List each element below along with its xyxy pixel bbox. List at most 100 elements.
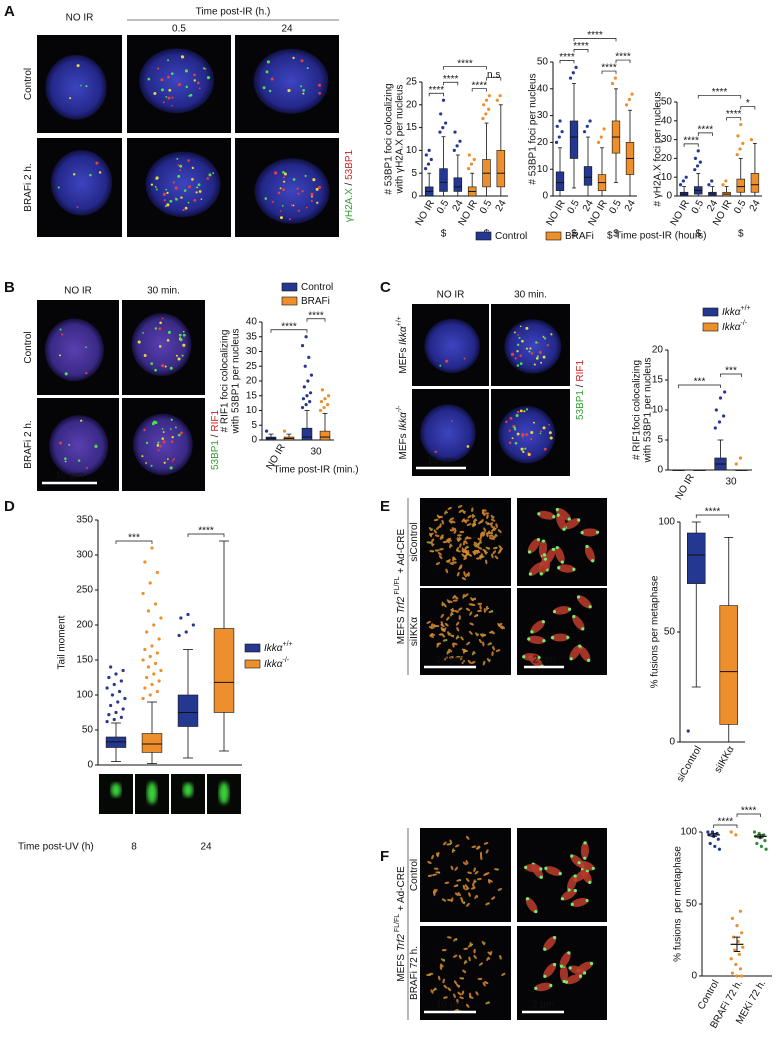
- chromosome: [566, 874, 578, 892]
- focus: [176, 354, 179, 357]
- chromosome: [466, 641, 471, 646]
- focus: [264, 197, 268, 200]
- focus: [528, 350, 531, 353]
- significance-bracket: [270, 329, 308, 333]
- focus: [179, 169, 182, 171]
- focus: [98, 171, 102, 174]
- significance-bracket: [115, 540, 153, 544]
- chromosome: [474, 870, 479, 875]
- telomere: [489, 659, 491, 661]
- focus: [59, 328, 62, 331]
- focus: [283, 180, 286, 183]
- micrograph: [491, 304, 570, 386]
- telomere: [484, 942, 486, 944]
- outlier: [487, 107, 491, 111]
- focus: [166, 339, 170, 342]
- micrograph: [517, 828, 607, 922]
- significance-bracket: [726, 117, 742, 121]
- outlier: [696, 149, 700, 153]
- chromosome: [573, 868, 589, 882]
- point: [757, 831, 761, 836]
- focus: [439, 364, 442, 367]
- box: [301, 427, 313, 441]
- focus: [514, 441, 518, 445]
- telomere: [458, 636, 460, 639]
- chromosome: [458, 615, 461, 620]
- micrograph: [37, 138, 122, 237]
- column-header: 30 min.: [147, 286, 180, 297]
- focus: [80, 84, 82, 87]
- focus: [169, 428, 172, 430]
- label-part: Control: [495, 231, 527, 242]
- y-tick-label: 0: [251, 435, 257, 446]
- chromosome: [487, 951, 492, 955]
- telomere: [465, 961, 468, 963]
- chromosome: [452, 642, 458, 646]
- point: [734, 833, 738, 837]
- telomere: [583, 856, 587, 860]
- chromosome: [472, 883, 475, 888]
- chromosome: [544, 866, 562, 876]
- significance-bracket: [471, 88, 487, 92]
- chromosome: [458, 954, 462, 960]
- point: [735, 974, 739, 978]
- outlier: [109, 665, 113, 669]
- chromosome: [499, 625, 504, 630]
- y-tick-label: 200: [76, 620, 93, 631]
- focus: [312, 178, 316, 182]
- outlier: [143, 647, 147, 652]
- x-tick-label: NO IR: [669, 198, 692, 228]
- focus: [179, 164, 183, 168]
- telomere: [452, 613, 454, 615]
- focus: [196, 186, 198, 189]
- chromosome: [454, 595, 459, 600]
- y-tick-label: 10: [652, 405, 664, 416]
- telomere: [541, 539, 546, 543]
- significance-label: ****: [457, 58, 473, 69]
- telomere: [537, 512, 541, 516]
- telomere: [474, 652, 476, 654]
- point: [731, 935, 736, 939]
- chromosome: [438, 555, 443, 560]
- telomere: [446, 511, 448, 514]
- chromosome: [498, 545, 503, 550]
- chromosome: [437, 975, 441, 981]
- telomere: [496, 547, 498, 549]
- focus: [174, 186, 178, 190]
- y-tick-label: 30: [246, 346, 258, 357]
- label-part: BRAFi 72 h.: [409, 946, 420, 1000]
- comet: [219, 782, 229, 804]
- chromosome: [448, 519, 453, 524]
- chromosome: [482, 982, 486, 987]
- telomere: [493, 516, 495, 518]
- significance-bracket: [573, 49, 589, 53]
- focus: [181, 354, 184, 357]
- significance-bracket: [559, 60, 575, 64]
- focus: [292, 204, 295, 207]
- x-axis-title: Time post-IR (min.): [273, 465, 358, 476]
- telomere: [589, 961, 594, 966]
- focus: [542, 426, 546, 430]
- significance-label: ****: [443, 74, 459, 85]
- focus: [434, 450, 437, 454]
- chromosome: [466, 523, 472, 526]
- chromosome: [482, 641, 485, 647]
- telomere: [591, 559, 595, 563]
- telomere: [537, 655, 541, 660]
- column-header: 0.5: [172, 24, 186, 35]
- chromosome: [530, 620, 545, 634]
- focus: [169, 366, 173, 370]
- focus: [155, 176, 159, 180]
- y-tick-label: 100: [76, 690, 93, 701]
- focus: [202, 67, 206, 70]
- focus: [529, 347, 532, 350]
- outlier: [105, 686, 109, 690]
- chromosome: [490, 523, 494, 529]
- chromosome: [443, 996, 448, 999]
- column-header: 30 min.: [514, 290, 547, 301]
- chromosome: [480, 532, 484, 537]
- telomere: [490, 643, 492, 645]
- chromosome: [485, 521, 489, 526]
- label-part: Control: [23, 68, 34, 100]
- y-tick-label: 20: [406, 99, 418, 110]
